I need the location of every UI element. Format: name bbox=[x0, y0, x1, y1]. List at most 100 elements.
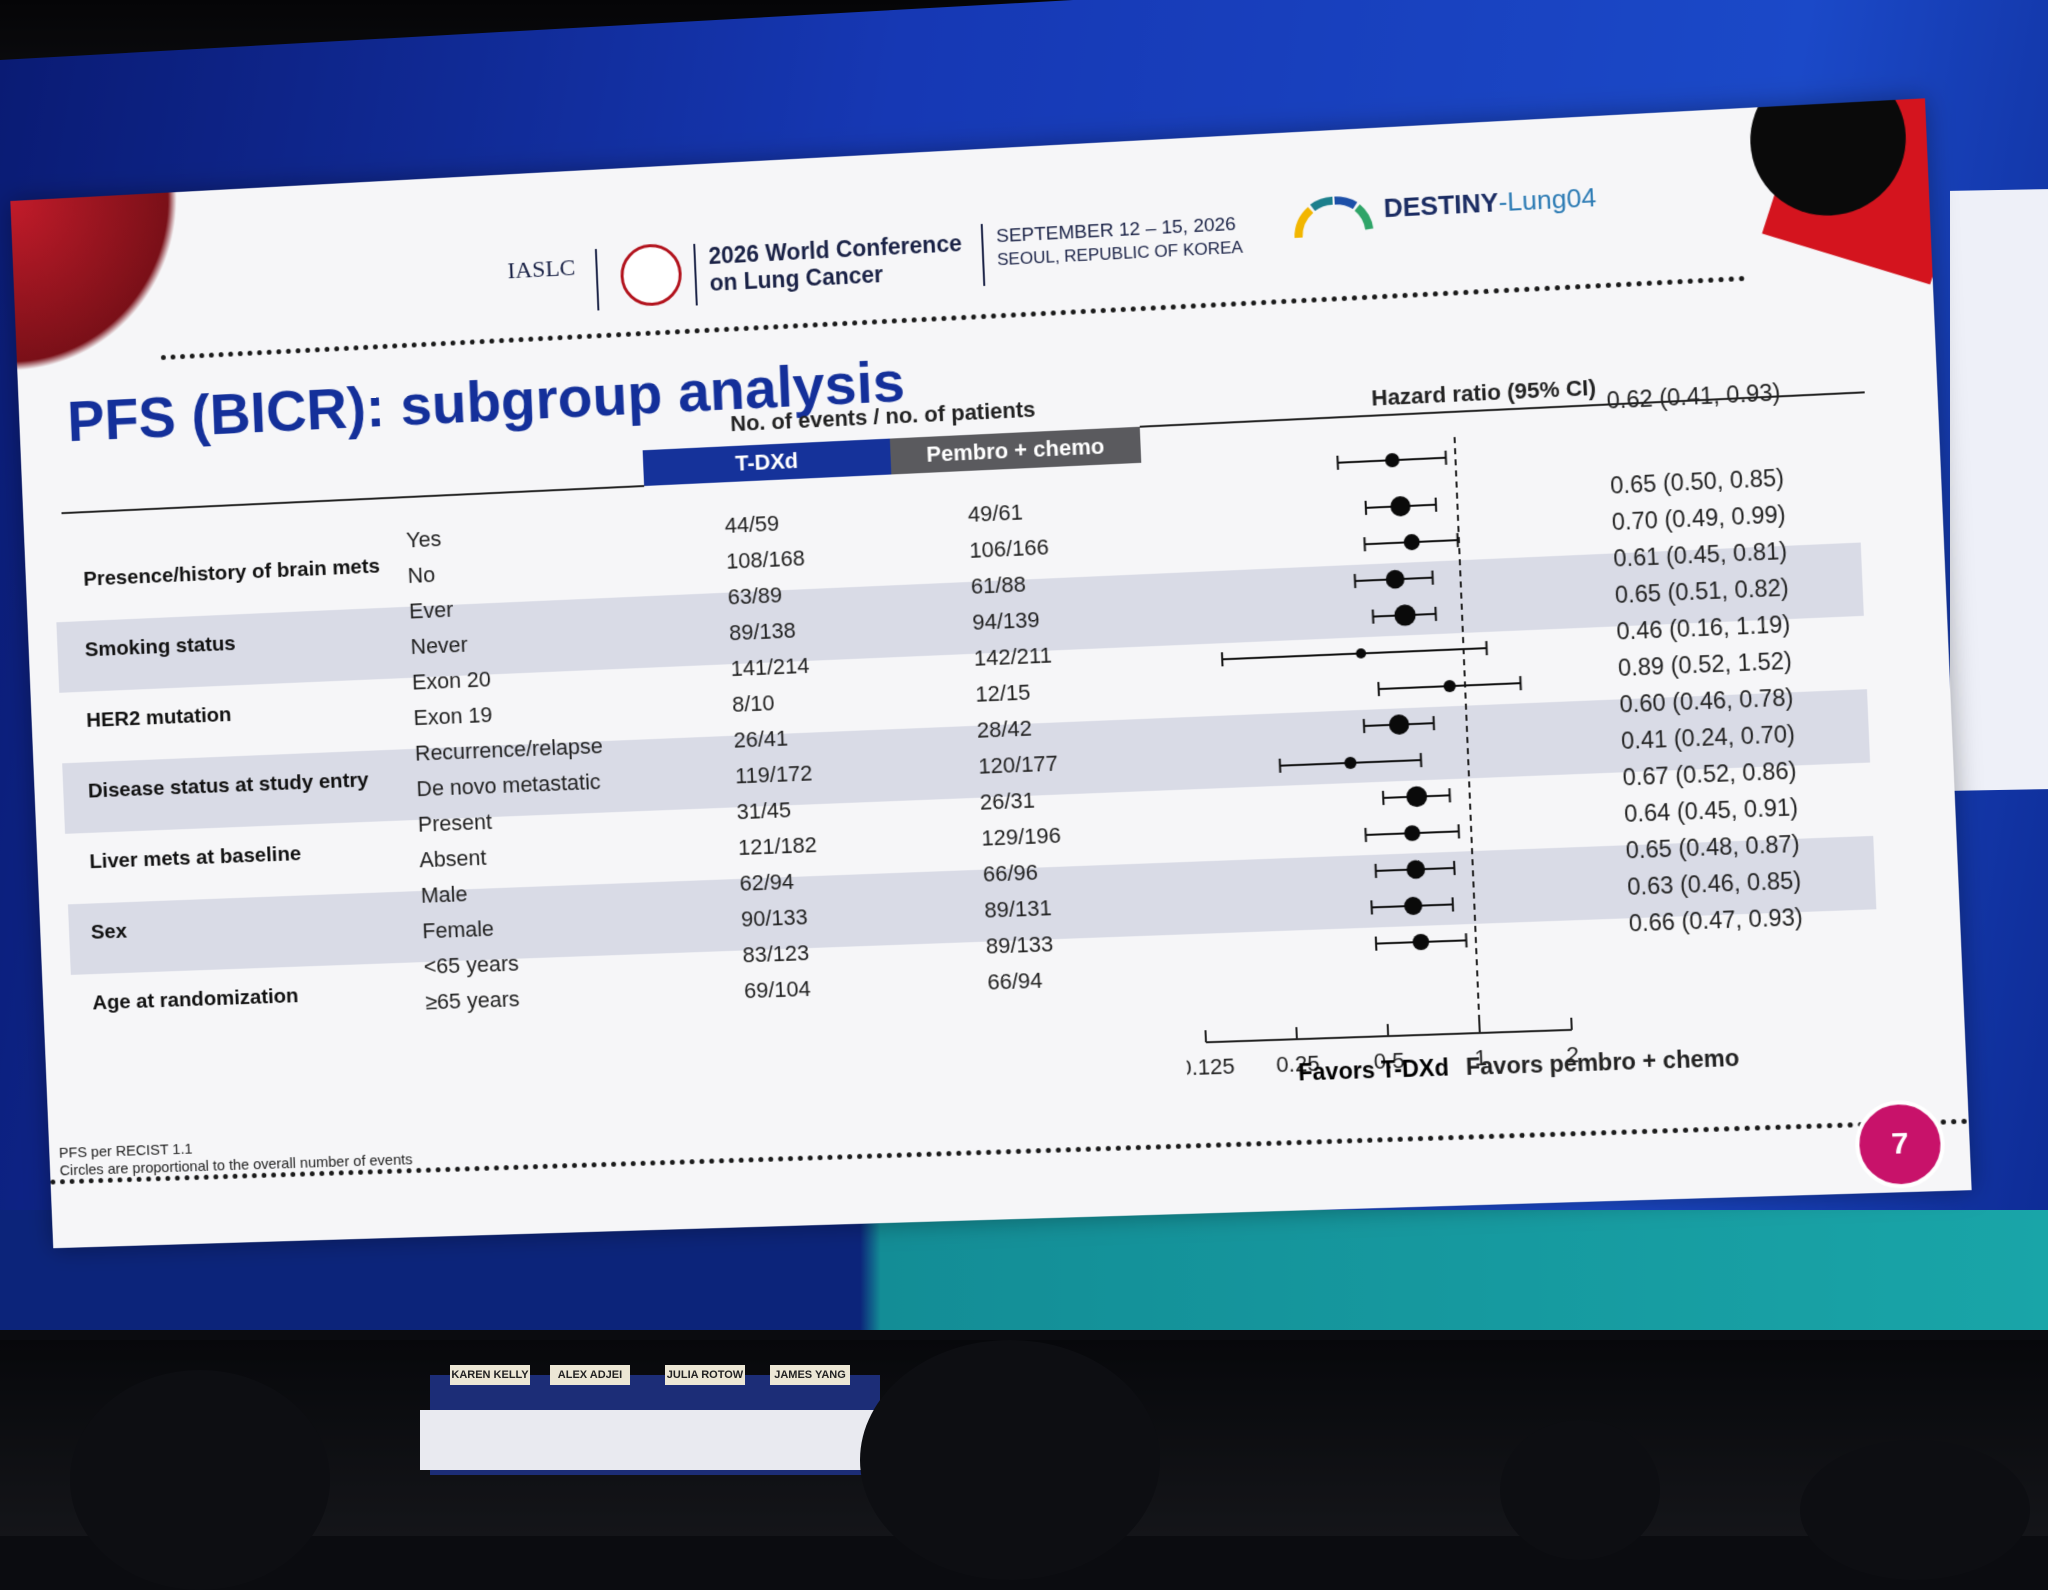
page-number-badge: 7 bbox=[1853, 1099, 1946, 1190]
events-pembro: 106/166 bbox=[969, 534, 1050, 564]
hr-point bbox=[1406, 860, 1425, 879]
ci-cap bbox=[1371, 900, 1372, 914]
hr-point bbox=[1412, 934, 1429, 951]
ci-line bbox=[1222, 648, 1486, 659]
events-pembro: 120/177 bbox=[978, 751, 1059, 780]
events-pembro: 66/96 bbox=[982, 860, 1038, 888]
hr-ci-text: 0.64 (0.45, 0.91) bbox=[1624, 794, 1799, 828]
ci-cap bbox=[1375, 864, 1376, 878]
audience-head bbox=[1500, 1420, 1660, 1560]
iaslc-logo: IASLC bbox=[507, 255, 576, 285]
events-pembro: 49/61 bbox=[967, 499, 1023, 528]
ci-cap bbox=[1486, 641, 1487, 655]
events-pembro: 89/133 bbox=[985, 931, 1053, 959]
x-tick bbox=[1205, 1030, 1206, 1042]
ci-cap bbox=[1364, 537, 1365, 551]
ci-cap bbox=[1222, 652, 1223, 666]
ci-cap bbox=[1446, 451, 1447, 465]
x-tick bbox=[1388, 1024, 1389, 1036]
subgroup-name: HER2 mutation bbox=[86, 703, 232, 733]
divider bbox=[981, 224, 986, 286]
events-pembro: 61/88 bbox=[970, 571, 1026, 599]
events-pembro: 129/196 bbox=[981, 823, 1062, 852]
ci-cap bbox=[1457, 533, 1458, 547]
panelist-nameplate: JAMES YANG bbox=[770, 1365, 850, 1385]
ci-cap bbox=[1433, 716, 1434, 730]
ci-cap bbox=[1373, 610, 1374, 624]
ci-cap bbox=[1378, 682, 1379, 696]
hr-point bbox=[1385, 453, 1400, 468]
events-tdxd: 62/94 bbox=[739, 869, 795, 897]
hr-point bbox=[1356, 648, 1367, 659]
events-pembro: 89/131 bbox=[984, 895, 1052, 924]
events-tdxd: 108/168 bbox=[726, 545, 806, 574]
panel-table-front bbox=[420, 1410, 890, 1470]
events-tdxd: 119/172 bbox=[735, 760, 813, 789]
ci-cap bbox=[1432, 571, 1433, 585]
x-tick bbox=[1571, 1018, 1572, 1030]
ci-cap bbox=[1458, 824, 1459, 838]
subgroup-category: Exon 20 bbox=[412, 667, 492, 696]
x-tick bbox=[1296, 1027, 1297, 1039]
events-tdxd: 121/182 bbox=[738, 832, 818, 861]
subgroup-category: Yes bbox=[406, 526, 442, 553]
ci-cap bbox=[1376, 937, 1377, 951]
conference-seal-icon bbox=[619, 243, 683, 308]
ci-cap bbox=[1337, 456, 1338, 470]
events-tdxd: 69/104 bbox=[744, 976, 812, 1004]
favors-tdxd-label: Favors T-DXd bbox=[1298, 1054, 1450, 1086]
subgroup-category: Present bbox=[417, 809, 492, 838]
events-tdxd: 141/214 bbox=[730, 653, 810, 682]
table-rule-left bbox=[61, 485, 644, 514]
ci-cap bbox=[1466, 933, 1467, 947]
events-tdxd: 44/59 bbox=[724, 511, 779, 539]
panelist-nameplate: KAREN KELLY bbox=[450, 1365, 530, 1385]
ci-cap bbox=[1454, 861, 1455, 875]
panelist-nameplate: JULIA ROTOW bbox=[665, 1365, 745, 1385]
hr-point bbox=[1385, 570, 1405, 589]
hr-point bbox=[1389, 714, 1410, 735]
ci-cap bbox=[1421, 753, 1422, 767]
hr-point bbox=[1406, 786, 1428, 807]
audience-head bbox=[1800, 1440, 2030, 1580]
events-tdxd: 83/123 bbox=[742, 940, 810, 968]
panelist-nameplate: ALEX ADJEI bbox=[550, 1365, 630, 1385]
ci-cap bbox=[1365, 828, 1366, 842]
hr-ci-text: 0.89 (0.52, 1.52) bbox=[1617, 647, 1792, 682]
events-pembro: 28/42 bbox=[976, 715, 1032, 743]
forest-plot: 0.125 0.25 0.5 1 2 bbox=[1159, 379, 1635, 1083]
ci-cap bbox=[1520, 676, 1521, 690]
arm-header-pembro: Pembro + chemo bbox=[890, 427, 1141, 475]
hr-point bbox=[1394, 604, 1416, 626]
subgroup-category: Female bbox=[422, 916, 495, 944]
hr-point bbox=[1404, 897, 1423, 916]
dotted-divider-top bbox=[161, 276, 1746, 360]
ci-cap bbox=[1449, 788, 1450, 802]
hr-ci-text: 0.66 (0.47, 0.93) bbox=[1628, 904, 1803, 938]
subgroup-category: Never bbox=[410, 632, 468, 660]
side-screen bbox=[1950, 189, 2048, 791]
subgroup-name: Age at randomization bbox=[92, 984, 299, 1015]
events-tdxd: 63/89 bbox=[727, 582, 783, 610]
hr-point bbox=[1390, 496, 1411, 517]
subgroup-name: Liver mets at baseline bbox=[89, 842, 302, 874]
hr-point bbox=[1403, 534, 1420, 551]
events-tdxd: 31/45 bbox=[736, 797, 792, 825]
events-pembro: 142/211 bbox=[973, 642, 1052, 671]
destiny-logo-icon bbox=[1292, 189, 1375, 244]
events-tdxd: 89/138 bbox=[729, 618, 797, 647]
events-pembro: 94/139 bbox=[972, 607, 1040, 636]
arrow-right bbox=[1490, 1081, 1615, 1083]
divider bbox=[693, 244, 698, 306]
events-pembro: 66/94 bbox=[987, 968, 1043, 996]
hr-ci-overall: 0.62 (0.41, 0.93) bbox=[1606, 379, 1781, 415]
ci-cap bbox=[1364, 719, 1365, 733]
subgroup-category: Ever bbox=[409, 597, 454, 625]
ci-cap bbox=[1280, 759, 1281, 773]
subgroup-category: <65 years bbox=[423, 951, 519, 980]
hr-ci-text: 0.65 (0.50, 0.85) bbox=[1610, 464, 1785, 499]
arm-header-tdxd: T-DXd bbox=[643, 439, 892, 486]
ci-cap bbox=[1355, 574, 1356, 588]
events-pembro: 12/15 bbox=[975, 679, 1031, 707]
trial-brand-suffix: -Lung04 bbox=[1498, 182, 1597, 217]
